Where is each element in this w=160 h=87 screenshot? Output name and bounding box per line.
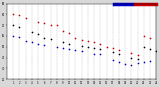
Point bbox=[56, 24, 58, 26]
Point bbox=[74, 49, 77, 51]
Point bbox=[56, 46, 58, 47]
Point bbox=[80, 50, 83, 52]
Point bbox=[62, 42, 64, 43]
Point bbox=[12, 24, 15, 26]
Point bbox=[130, 64, 133, 66]
Point bbox=[130, 57, 133, 58]
Point bbox=[49, 38, 52, 40]
Point bbox=[112, 47, 114, 49]
Point bbox=[105, 46, 108, 47]
Point bbox=[99, 43, 102, 44]
Point bbox=[124, 63, 126, 65]
Point bbox=[24, 41, 27, 42]
Point bbox=[93, 54, 95, 55]
Point bbox=[87, 41, 89, 42]
Point bbox=[149, 60, 151, 61]
Point bbox=[93, 42, 95, 43]
Point bbox=[43, 37, 46, 39]
Point bbox=[49, 24, 52, 26]
Point bbox=[80, 40, 83, 41]
Point bbox=[149, 48, 151, 50]
Point bbox=[31, 31, 33, 32]
Point bbox=[18, 27, 21, 28]
Point bbox=[149, 37, 151, 39]
Point bbox=[74, 37, 77, 39]
Point bbox=[136, 58, 139, 59]
Point bbox=[118, 49, 120, 51]
Point bbox=[87, 46, 89, 47]
Point bbox=[37, 33, 39, 34]
Point bbox=[143, 61, 145, 63]
Point bbox=[37, 43, 39, 44]
Point bbox=[112, 59, 114, 60]
Point bbox=[136, 55, 139, 56]
Point bbox=[99, 48, 102, 50]
Point bbox=[118, 61, 120, 63]
Point bbox=[62, 47, 64, 49]
Point bbox=[155, 50, 158, 52]
Point bbox=[143, 35, 145, 37]
Point bbox=[18, 36, 21, 38]
Point bbox=[99, 54, 102, 55]
Point bbox=[68, 48, 71, 50]
Point bbox=[18, 15, 21, 16]
Point bbox=[37, 21, 39, 23]
Point bbox=[12, 35, 15, 37]
Point bbox=[143, 46, 145, 47]
Point bbox=[12, 14, 15, 15]
Point bbox=[130, 53, 133, 54]
Point bbox=[62, 30, 64, 31]
Point bbox=[24, 17, 27, 18]
Point bbox=[93, 47, 95, 49]
Point bbox=[136, 62, 139, 64]
Point bbox=[43, 44, 46, 45]
Point bbox=[112, 51, 114, 53]
Point bbox=[43, 22, 46, 24]
Point bbox=[118, 54, 120, 55]
Point bbox=[68, 43, 71, 44]
Point bbox=[68, 32, 71, 33]
Point bbox=[31, 42, 33, 43]
Point bbox=[80, 45, 83, 46]
